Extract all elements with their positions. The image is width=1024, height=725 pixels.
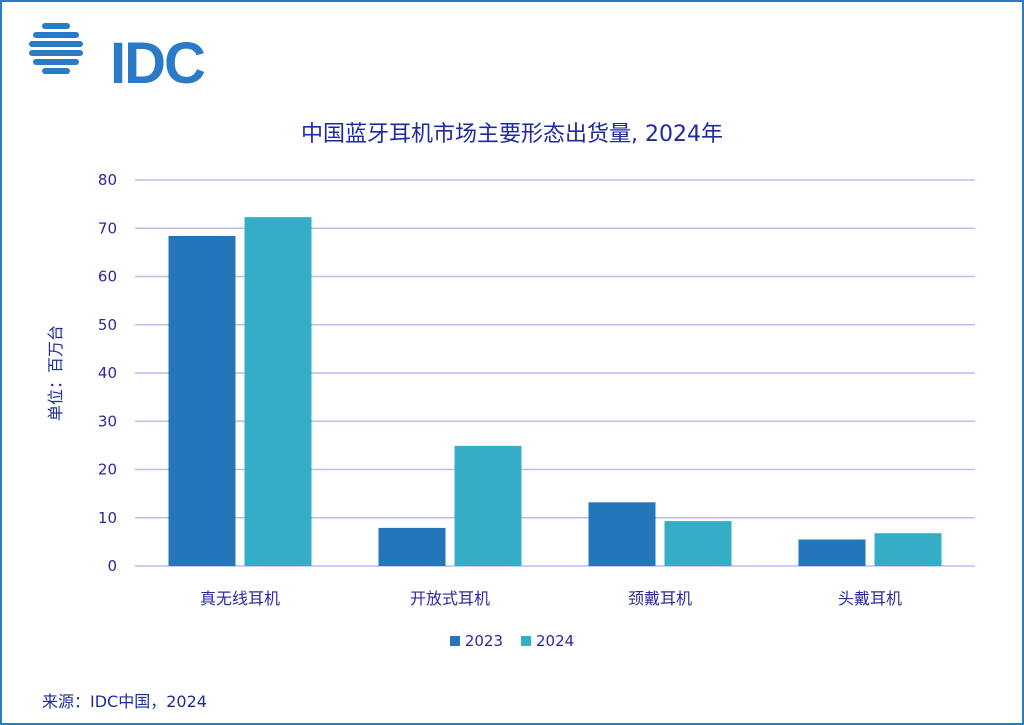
y-tick-label: 80 <box>98 171 117 189</box>
y-tick-label: 60 <box>98 268 117 286</box>
y-tick-label: 10 <box>98 509 117 527</box>
bar-2023 <box>378 527 446 566</box>
bar-2024 <box>874 533 942 566</box>
legend: 2023 2024 <box>0 632 1024 650</box>
bar-2024 <box>664 521 732 566</box>
source-note: 来源：IDC中国，2024 <box>42 692 207 711</box>
legend-label-2023: 2023 <box>464 632 503 650</box>
x-tick-label: 颈戴耳机 <box>628 589 692 608</box>
legend-item-2023: 2023 <box>449 632 503 650</box>
chart-title: 中国蓝牙耳机市场主要形态出货量, 2024年 <box>301 122 723 147</box>
bar-2024 <box>454 445 522 566</box>
x-tick-label: 真无线耳机 <box>200 589 280 608</box>
y-tick-label: 20 <box>98 461 117 479</box>
bar-2024 <box>244 217 312 566</box>
x-tick-label: 头戴耳机 <box>838 589 902 608</box>
bar-2023 <box>798 539 866 566</box>
idc-logo: IDC <box>28 22 206 94</box>
legend-label-2024: 2024 <box>536 632 575 650</box>
logo-text: IDC <box>110 31 206 96</box>
bar-2023 <box>588 502 656 566</box>
x-tick-label: 开放式耳机 <box>410 589 490 608</box>
legend-item-2024: 2024 <box>521 632 574 650</box>
bar-2023 <box>168 235 236 566</box>
globe-icon <box>29 23 83 74</box>
legend-swatch-2023 <box>449 636 460 646</box>
y-tick-label: 70 <box>98 219 117 237</box>
y-tick-label: 50 <box>98 316 117 334</box>
y-tick-label: 30 <box>98 412 117 430</box>
y-tick-label: 40 <box>98 364 117 382</box>
legend-swatch-2024 <box>521 636 531 646</box>
y-tick-label: 0 <box>107 557 117 575</box>
